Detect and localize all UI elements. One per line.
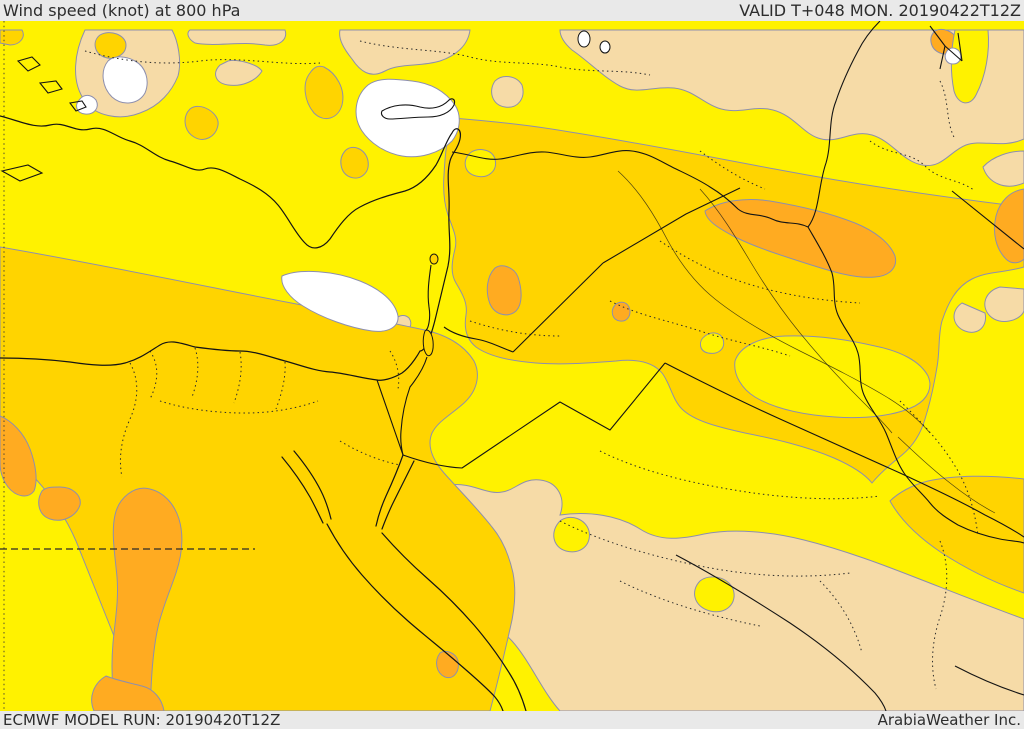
model-run-label: ECMWF MODEL RUN: 20190420T12Z: [3, 710, 281, 729]
map-canvas: [0, 21, 1024, 711]
header-bar: Wind speed (knot) at 800 hPa VALID T+048…: [0, 0, 1024, 21]
lakes: [422, 30, 611, 357]
footer-bar: ECMWF MODEL RUN: 20190420T12Z ArabiaWeat…: [0, 711, 1024, 729]
wind-speed-map: [0, 21, 1024, 711]
wind-band-yellow-islands: [464, 29, 989, 613]
country-borders: [376, 21, 1024, 711]
map-title: Wind speed (knot) at 800 hPa: [3, 0, 241, 20]
provider-credit: ArabiaWeather Inc.: [877, 710, 1021, 729]
admin-boundaries-dotted: [84, 40, 979, 690]
coastlines: [0, 56, 527, 711]
river-lines: [617, 170, 996, 514]
grid-and-treaty-lines: [0, 21, 255, 711]
wind-band-orange-layer: [0, 28, 1024, 711]
valid-time-label: VALID T+048 MON. 20190422T12Z: [739, 0, 1021, 20]
